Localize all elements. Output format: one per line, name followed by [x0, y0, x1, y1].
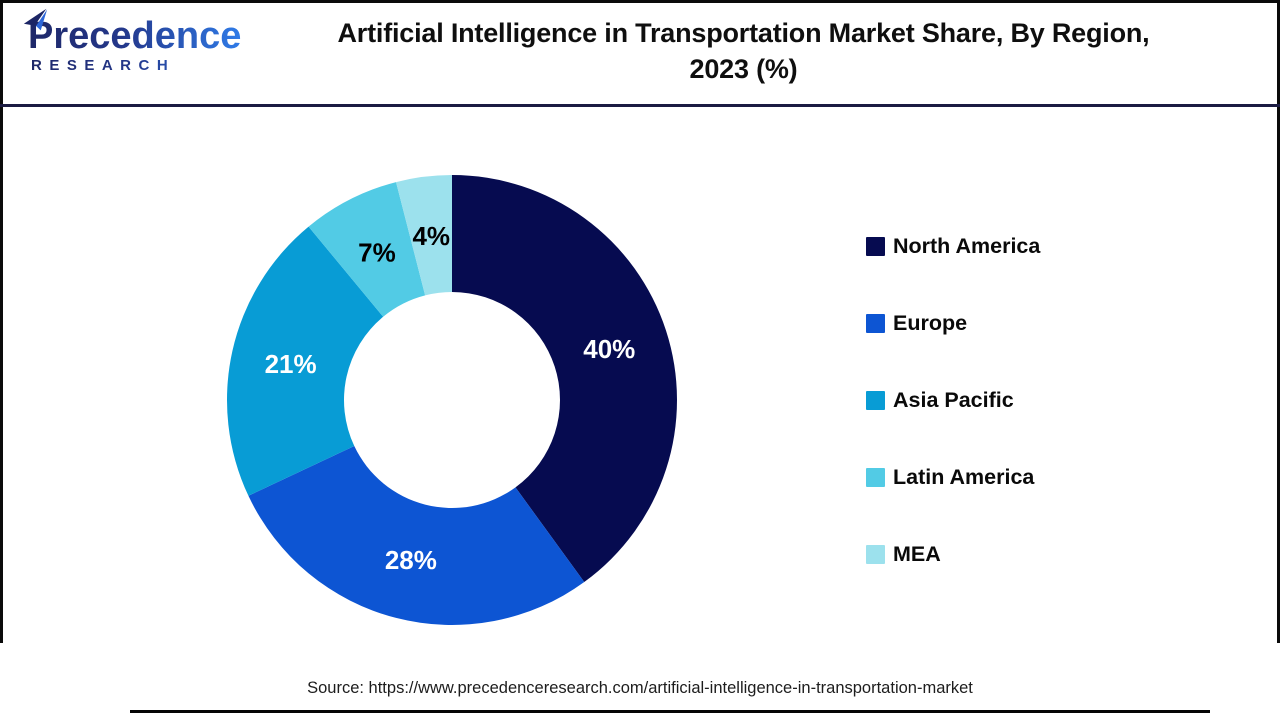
paper-plane-icon	[23, 8, 48, 31]
donut-slice-latin-america	[308, 182, 426, 317]
chart-title-line2: 2023 (%)	[689, 54, 798, 84]
header: Precedence RESEARCH Artificial Intellige…	[0, 0, 1280, 104]
logo-research-label: RESEARCH	[28, 57, 241, 74]
legend-item-mea: MEA	[866, 542, 1040, 567]
logo-wordmark-row: Precedence	[23, 8, 242, 57]
donut-value-label-north-america: 40%	[583, 334, 635, 364]
precedence-research-logo: Precedence RESEARCH	[23, 8, 242, 74]
legend-label-mea: MEA	[893, 542, 941, 566]
source-text: Source: https://www.precedenceresearch.c…	[307, 679, 973, 697]
donut-slice-mea	[396, 175, 452, 296]
legend-item-north-america: North America	[866, 234, 1040, 259]
legend-label-latin-america: Latin America	[893, 465, 1035, 489]
legend-swatch-mea	[866, 545, 885, 564]
header-separator-rule	[0, 104, 1280, 107]
chart-title: Artificial Intelligence in Transportatio…	[215, 15, 1272, 87]
chart-legend: North America Europe Asia Pacific Latin Ame…	[866, 234, 1040, 567]
donut-chart: 40% 28% 21% 7% 4%	[227, 175, 677, 625]
legend-label-asia-pacific: Asia Pacific	[893, 388, 1014, 412]
legend-swatch-north-america	[866, 237, 885, 256]
legend-label-north-america: North America	[893, 234, 1041, 258]
donut-value-label-asia-pacific: 21%	[265, 349, 317, 379]
donut-slice-europe	[248, 445, 585, 625]
donut-value-label-europe: 28%	[385, 545, 437, 575]
legend-item-europe: Europe	[866, 311, 1040, 336]
bottom-rule	[130, 710, 1210, 713]
legend-swatch-latin-america	[866, 468, 885, 487]
donut-slice-asia-pacific	[227, 226, 384, 496]
legend-item-asia-pacific: Asia Pacific	[866, 388, 1040, 413]
chart-title-line1: Artificial Intelligence in Transportatio…	[337, 18, 1150, 48]
donut-value-label-latin-america: 7%	[358, 238, 396, 268]
legend-label-europe: Europe	[893, 311, 968, 335]
legend-swatch-europe	[866, 314, 885, 333]
logo-wordmark: Precedence	[28, 15, 242, 57]
legend-swatch-asia-pacific	[866, 391, 885, 410]
donut-value-label-mea: 4%	[412, 221, 450, 251]
donut-slice-north-america	[452, 175, 677, 583]
legend-item-latin-america: Latin America	[866, 465, 1040, 490]
